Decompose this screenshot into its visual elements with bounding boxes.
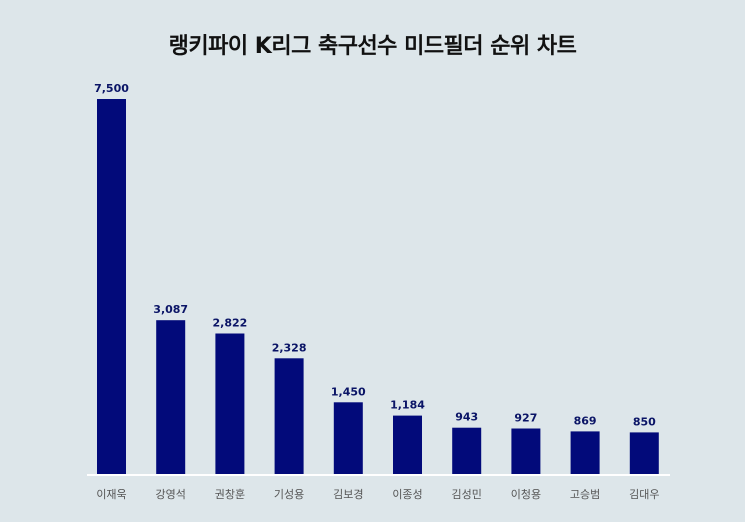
- value-label-9: 869: [574, 414, 597, 427]
- bars-group: [97, 99, 659, 475]
- value-label-5: 1,450: [331, 385, 366, 398]
- value-label-8: 927: [514, 412, 537, 425]
- bar-6: [393, 415, 422, 475]
- bar-4: [274, 358, 304, 475]
- category-label-10: 김대우: [629, 488, 659, 501]
- category-label-9: 고승범: [570, 488, 600, 501]
- category-label-8: 이청용: [511, 488, 541, 501]
- value-label-6: 1,184: [390, 399, 425, 412]
- value-label-4: 2,328: [272, 341, 307, 354]
- category-label-2: 강영석: [156, 488, 186, 501]
- category-label-5: 김보경: [333, 488, 363, 501]
- value-label-7: 943: [455, 411, 478, 424]
- value-label-3: 2,822: [213, 317, 248, 330]
- bar-1: [97, 99, 126, 475]
- bar-5: [333, 402, 363, 475]
- value-label-1: 7,500: [94, 82, 129, 95]
- bar-2: [156, 320, 186, 475]
- category-label-1: 이재욱: [96, 488, 126, 501]
- value-label-10: 850: [633, 415, 656, 428]
- value-labels-group: 7,500 3,087 2,822 2,328 1,450 1,184 943 927 869 8…: [94, 82, 656, 428]
- chart-title: 랭키파이 K리그 축구선수 미드필더 순위 차트: [168, 34, 577, 59]
- category-label-3: 권창훈: [215, 488, 245, 501]
- bar-10: [629, 432, 659, 475]
- bar-3: [215, 333, 245, 475]
- bar-8: [511, 428, 541, 475]
- category-label-6: 이종성: [392, 488, 422, 501]
- bar-7: [452, 427, 482, 475]
- category-labels-group: 이재욱 강영석 권창훈 기성용 김보경 이종성 김성민 이청용 고승범 김대우: [96, 488, 659, 501]
- value-label-2: 3,087: [153, 303, 188, 316]
- category-label-7: 김성민: [452, 488, 482, 501]
- category-label-4: 기성용: [274, 488, 304, 501]
- bar-9: [570, 431, 600, 475]
